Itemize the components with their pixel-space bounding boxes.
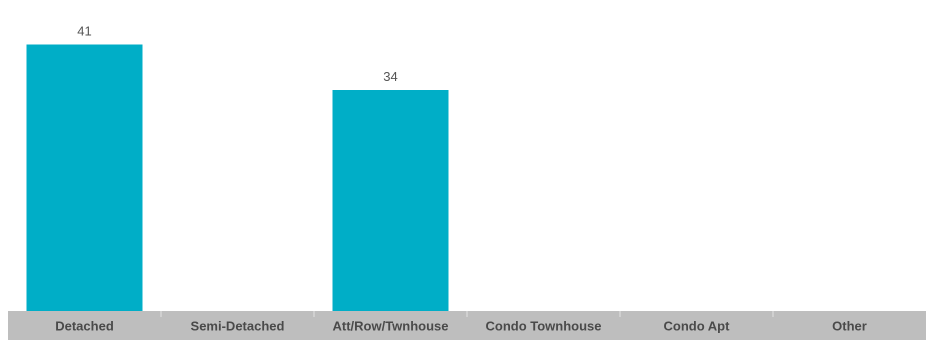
bar-detached xyxy=(26,44,143,311)
category-label: Detached xyxy=(55,319,114,334)
category-labels: Detached Semi-Detached Att/Row/Twnhouse Con… xyxy=(55,319,867,334)
data-label: 41 xyxy=(77,24,91,39)
data-label: 34 xyxy=(383,69,397,84)
category-label: Other xyxy=(832,319,867,334)
bar-att-row-twnhouse xyxy=(332,90,449,311)
category-label: Att/Row/Twnhouse xyxy=(332,319,448,334)
category-label: Condo Townhouse xyxy=(485,319,601,334)
category-separators xyxy=(160,311,774,317)
category-label: Condo Apt xyxy=(664,319,731,334)
bar-series xyxy=(26,44,449,311)
category-label: Semi-Detached xyxy=(191,319,285,334)
data-labels: 41 34 xyxy=(77,24,397,85)
